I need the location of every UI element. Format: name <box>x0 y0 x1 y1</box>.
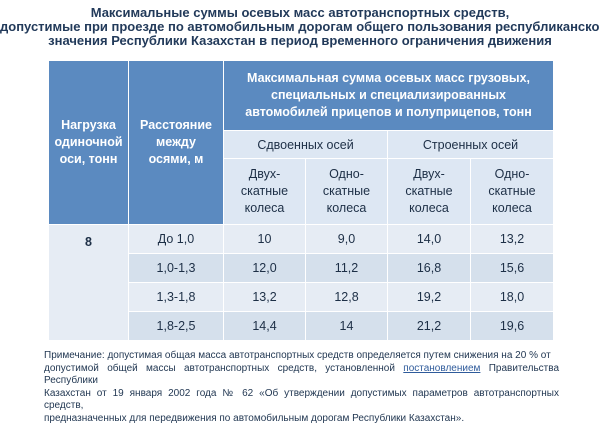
header-text-line: колеса <box>471 200 553 217</box>
header-triple-single-wheels: Одно- скатные колеса <box>471 159 554 225</box>
table-cell: 12,0 <box>224 254 306 283</box>
page-title: Максимальные суммы осевых масс автотранс… <box>0 6 600 48</box>
footnote-text: допустимой общей массы автотранспортных … <box>44 363 395 374</box>
header-text-line: колеса <box>306 200 387 217</box>
header-distance-line-3: осями, м <box>129 151 223 168</box>
footnote-line-4: предназначенных для передвижения по авто… <box>44 413 559 425</box>
table-cell-distance: До 1,0 <box>129 225 224 254</box>
header-text-line: Двух- <box>224 166 305 183</box>
document-page: Максимальные суммы осевых масс автотранс… <box>0 0 600 410</box>
header-distance-line-2: между <box>129 134 223 151</box>
header-max-sum: Максимальная сумма осевых масс грузовых,… <box>224 61 554 131</box>
header-distance: Расстояние между осями, м <box>129 61 224 225</box>
table-cell: 14,4 <box>224 312 306 341</box>
header-load: Нагрузка одиночной оси, тонн <box>49 61 129 225</box>
resolution-link[interactable]: постановлением <box>403 363 480 374</box>
table-cell: 12,8 <box>306 283 388 312</box>
header-text-line: скатные <box>306 183 387 200</box>
table-cell: 10 <box>224 225 306 254</box>
header-load-line-3: оси, тонн <box>49 151 128 168</box>
table-cell: 14 <box>306 312 388 341</box>
table-cell: 13,2 <box>224 283 306 312</box>
footnote: Примечание: допустимая общая масса автот… <box>44 350 559 425</box>
header-text-line: Двух- <box>388 166 470 183</box>
header-max-sum-line-3: автомобилей прицепов и полуприцепов, тон… <box>224 104 553 121</box>
axle-load-table: Нагрузка одиночной оси, тонн Расстояние … <box>48 60 554 341</box>
header-load-line-1: Нагрузка <box>49 117 128 134</box>
load-value-cell: 8 <box>49 225 129 341</box>
footnote-line-3: Казахстан от 19 января 2002 года № 62 «О… <box>44 388 559 413</box>
header-double-dual-wheels: Двух- скатные колеса <box>224 159 306 225</box>
footnote-line-1: Примечание: допустимая общая масса автот… <box>44 350 559 363</box>
table-cell: 18,0 <box>471 283 554 312</box>
header-double-single-wheels: Одно- скатные колеса <box>306 159 388 225</box>
table-cell: 15,6 <box>471 254 554 283</box>
title-line-1: Максимальные суммы осевых масс автотранс… <box>0 6 600 20</box>
header-text-line: колеса <box>388 200 470 217</box>
table-cell: 21,2 <box>388 312 471 341</box>
header-text-line: Одно- <box>306 166 387 183</box>
table-cell-distance: 1,0-1,3 <box>129 254 224 283</box>
header-text-line: скатные <box>224 183 305 200</box>
table-cell: 9,0 <box>306 225 388 254</box>
table-cell: 11,2 <box>306 254 388 283</box>
header-text-line: колеса <box>224 200 305 217</box>
table-cell: 14,0 <box>388 225 471 254</box>
table-cell: 13,2 <box>471 225 554 254</box>
header-text-line: Одно- <box>471 166 553 183</box>
table-cell: 19,6 <box>471 312 554 341</box>
header-text-line: скатные <box>388 183 470 200</box>
header-triple-axles: Строенных осей <box>388 131 554 159</box>
table-cell-distance: 1,3-1,8 <box>129 283 224 312</box>
header-double-axles: Сдвоенных осей <box>224 131 388 159</box>
header-distance-line-1: Расстояние <box>129 117 223 134</box>
table-cell: 16,8 <box>388 254 471 283</box>
header-triple-dual-wheels: Двух- скатные колеса <box>388 159 471 225</box>
title-line-2: допустимые при проезде по автомобильным … <box>0 20 600 34</box>
header-load-line-2: одиночной <box>49 134 128 151</box>
header-max-sum-line-1: Максимальная сумма осевых масс грузовых, <box>224 70 553 87</box>
header-text-line: скатные <box>471 183 553 200</box>
footnote-line-2: допустимой общей массы автотранспортных … <box>44 363 559 388</box>
header-max-sum-line-2: специальных и специализированных <box>224 87 553 104</box>
title-line-3: значения Республики Казахстан в период в… <box>0 34 600 48</box>
table-cell: 19,2 <box>388 283 471 312</box>
table-cell-distance: 1,8-2,5 <box>129 312 224 341</box>
